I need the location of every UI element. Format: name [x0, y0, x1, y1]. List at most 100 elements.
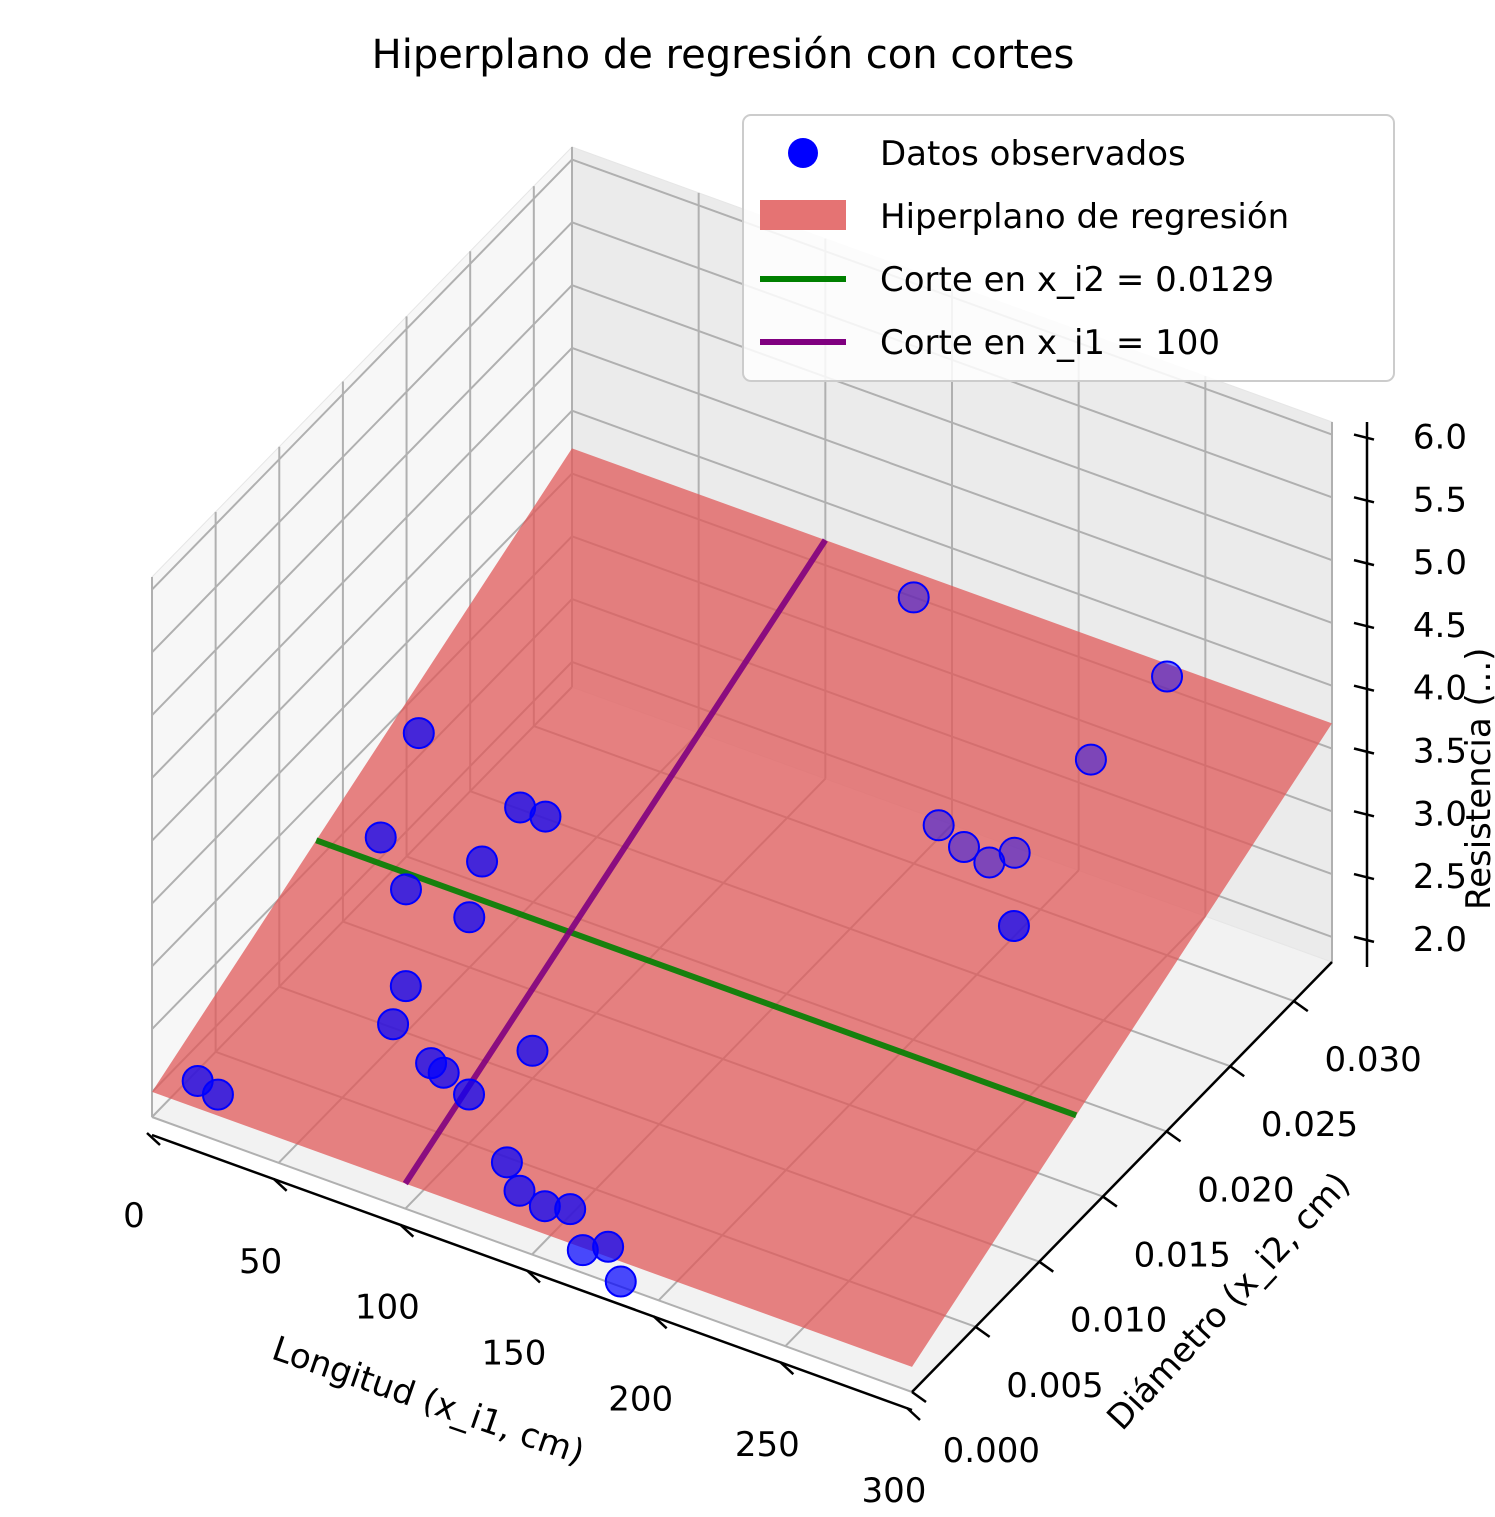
y-tick: [1038, 1260, 1054, 1273]
y-tick: [911, 1390, 927, 1404]
data-point: [554, 1193, 587, 1226]
z-tick: [1353, 747, 1375, 755]
x-tick-label: 150: [482, 1334, 547, 1374]
axes-ticks: 0 50 100 150 200 250 300 0.000 0.005 0.010 0.015 0.…: [123, 418, 1467, 1511]
z-axis-title-text: Resistencia (...): [1459, 648, 1495, 910]
z-tick-label: 2.0: [1413, 920, 1467, 960]
legend-label: Corte en x_i1 = 100: [880, 323, 1220, 363]
y-tick: [1293, 1000, 1309, 1013]
x-tick-label: 50: [239, 1242, 282, 1282]
z-tick: [1353, 810, 1375, 818]
data-point: [516, 1034, 549, 1067]
data-point: [453, 901, 486, 934]
grid-line-z-left: [151, 221, 573, 654]
data-point: [364, 821, 397, 854]
z-tick: [1353, 558, 1375, 567]
y-tick: [1165, 1130, 1182, 1143]
z-tick-label: 6.0: [1413, 418, 1467, 458]
data-point: [1151, 660, 1184, 693]
x-tick-label: 200: [608, 1379, 673, 1419]
data-point: [997, 910, 1030, 943]
z-tick-label: 3.0: [1413, 794, 1467, 834]
data-point: [201, 1078, 234, 1111]
grid-line-z-back: [571, 284, 1333, 562]
legend-frame: [742, 114, 1395, 382]
y-tick-label: 0.010: [1070, 1301, 1167, 1341]
z-axis-title: Resistencia (...): [1459, 648, 1495, 910]
y-axis-line: [911, 961, 1333, 1393]
z-tick: [1353, 433, 1375, 441]
z-tick: [1353, 872, 1375, 881]
y-tick-label: 0.000: [943, 1431, 1040, 1471]
grid-line-z-left: [151, 472, 573, 905]
data-point: [592, 1230, 625, 1263]
legend-patch: [760, 200, 846, 230]
grid-line-z-back: [571, 409, 1333, 687]
x-tick-label: 300: [862, 1471, 927, 1511]
data-point: [402, 717, 435, 750]
z-tick-label: 4.0: [1413, 669, 1467, 709]
y-tick: [974, 1325, 991, 1338]
x-tick: [399, 1223, 415, 1238]
z-tick-label: 5.0: [1413, 543, 1467, 583]
data-point: [503, 1174, 536, 1207]
data-point: [998, 836, 1031, 869]
x-tick: [906, 1407, 921, 1421]
y-tick: [1229, 1065, 1245, 1078]
x-tick: [146, 1132, 161, 1146]
regression-plane-surface: [152, 448, 1332, 1367]
data-point: [1074, 743, 1107, 776]
regression-plane: [152, 448, 1332, 1367]
data-point: [390, 873, 422, 906]
legend-marker: [788, 138, 818, 168]
data-point: [389, 970, 422, 1003]
legend: Datos observados Hiperplano de regresión C…: [742, 114, 1395, 382]
x-tick: [526, 1269, 541, 1284]
chart-title: Hiperplano de regresión con cortes: [372, 32, 1075, 78]
data-point: [466, 845, 499, 878]
cut-line: [402, 538, 828, 1186]
x-tick: [272, 1177, 288, 1192]
y-tick-label: 0.015: [1134, 1236, 1231, 1276]
y-tick-label: 0.025: [1261, 1105, 1358, 1145]
y-tick-label: 0.005: [1006, 1366, 1103, 1406]
grid-line-y-floor: [151, 1116, 913, 1393]
grid-line-z-back: [571, 346, 1333, 624]
x-axis-line: [151, 1133, 913, 1412]
grid-line-z-left: [151, 347, 573, 779]
legend-label: Corte en x_i2 = 0.0129: [880, 260, 1274, 300]
z-tick: [1353, 621, 1375, 630]
data-point: [948, 831, 980, 864]
data-point: [427, 1056, 460, 1089]
data-point: [897, 581, 930, 614]
y-tick-label: 0.020: [1197, 1170, 1294, 1210]
y-tick: [1102, 1195, 1118, 1208]
grid-line-z-left: [151, 284, 573, 716]
x-tick-label: 0: [123, 1196, 145, 1236]
x-tick: [652, 1315, 668, 1330]
data-points: [181, 581, 1184, 1298]
regression-cuts: [315, 538, 1078, 1186]
z-tick-label: 4.5: [1413, 606, 1467, 646]
x-tick-label: 250: [735, 1425, 800, 1465]
legend-label: Hiperplano de regresión: [880, 197, 1289, 237]
data-point: [377, 1008, 410, 1041]
z-tick: [1353, 496, 1375, 504]
data-point: [490, 1146, 523, 1179]
data-point: [529, 800, 562, 833]
z-tick-label: 3.5: [1413, 732, 1467, 772]
z-tick-label: 2.5: [1413, 857, 1467, 897]
x-tick-label: 100: [355, 1288, 420, 1328]
z-tick: [1353, 684, 1375, 692]
z-tick-label: 5.5: [1413, 480, 1467, 520]
legend-label: Datos observados: [880, 134, 1186, 174]
grid-line-z-left: [151, 410, 573, 842]
y-tick-label: 0.030: [1324, 1040, 1421, 1080]
data-point: [922, 809, 955, 842]
x-tick: [779, 1361, 795, 1376]
z-tick: [1353, 935, 1375, 944]
data-point: [604, 1265, 637, 1298]
data-point: [453, 1078, 486, 1111]
grid-line-z-left: [151, 158, 573, 591]
